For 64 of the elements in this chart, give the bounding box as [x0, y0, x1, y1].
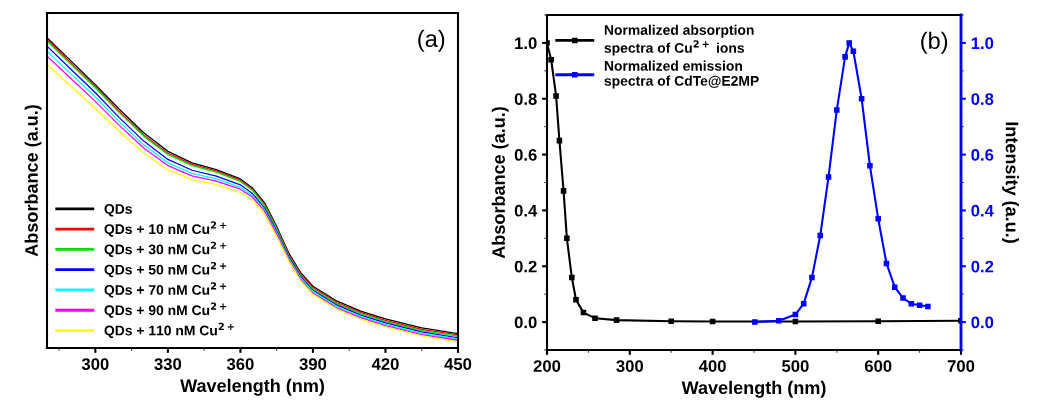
x-tick-label: 420 — [371, 358, 399, 370]
y-tick-label: 1.0 — [515, 37, 537, 50]
x-tick-label: 390 — [299, 358, 327, 370]
x-tick-label: 300 — [81, 358, 109, 370]
point — [592, 315, 598, 321]
x-tick-label: 450 — [444, 358, 472, 370]
x-tick-label: 200 — [533, 360, 561, 372]
legend-label: QDs + 90 nM Cu$^{2+}$ — [104, 302, 227, 318]
point — [846, 40, 852, 46]
y-tick-label: 0.4 — [514, 204, 538, 217]
y2-tick-label: 0.0 — [971, 316, 994, 329]
legend-label: Normalized emission spectra of CdTe@E2MP — [604, 60, 759, 89]
x-tick-label: 300 — [616, 360, 644, 372]
x-axis-title: Wavelength (nm) — [681, 380, 826, 398]
x-tick-label: 700 — [947, 360, 975, 372]
point — [891, 284, 898, 290]
point — [613, 317, 620, 323]
x-tick-label: 600 — [864, 360, 892, 372]
legend-label: QDs + 10 nM Cu$^{2+}$ — [104, 221, 227, 237]
y-tick-label: 0.8 — [514, 93, 537, 105]
point — [817, 232, 824, 239]
point — [834, 107, 840, 113]
x-tick-label: 330 — [154, 358, 182, 370]
x-axis-title: Wavelength (nm) — [180, 378, 324, 396]
y-tick-label: 0.6 — [514, 148, 537, 161]
legend-label: QDs + 30 nM Cu$^{2+}$ — [104, 241, 227, 257]
y2-tick-label: 0.6 — [971, 148, 994, 161]
x-tick-label: 500 — [782, 360, 809, 372]
point — [569, 274, 575, 281]
y2-tick-label: 0.4 — [971, 204, 994, 217]
y-axis-title: Absorbance (a.u.) — [24, 105, 42, 257]
point — [809, 274, 815, 281]
y-axis-title: Absorbance (a.u.) — [491, 107, 509, 259]
point — [875, 216, 881, 222]
point — [560, 188, 567, 194]
y-tick-label: 0.2 — [514, 260, 537, 273]
annotation: (a) — [418, 29, 445, 52]
point — [867, 162, 873, 169]
point — [825, 174, 832, 180]
y-tick-label: 0.0 — [514, 316, 537, 329]
x-tick-label: 400 — [698, 360, 726, 372]
point — [925, 303, 931, 310]
legend-label: QDs + 110 nM Cu$^{2+}$ — [104, 322, 234, 339]
point — [752, 319, 758, 325]
y2-tick-label: 0.8 — [971, 93, 994, 105]
legend-label: Normalized absorption spectra of Cu$^{2+}$ ions — [604, 24, 754, 56]
y2-tick-label: 0.2 — [971, 260, 994, 273]
point — [573, 296, 579, 303]
legend-label: QDs + 50 nM Cu$^{2+}$ — [104, 261, 227, 278]
point — [875, 318, 881, 325]
legend-label: QDs + 70 nM Cu$^{2+}$ — [104, 282, 227, 298]
y2-axis-title: Intensity (a.u.) — [1002, 122, 1019, 243]
point — [564, 235, 570, 242]
point — [668, 318, 674, 325]
x-tick-label: 360 — [226, 358, 254, 370]
point — [858, 95, 865, 102]
annotation: (b) — [921, 31, 948, 54]
point — [553, 93, 559, 99]
y2-tick-label: 1.0 — [971, 37, 994, 50]
point — [900, 295, 906, 301]
point — [842, 54, 848, 60]
point — [776, 317, 782, 324]
legend-label: QDs — [104, 204, 132, 217]
point — [548, 56, 554, 63]
